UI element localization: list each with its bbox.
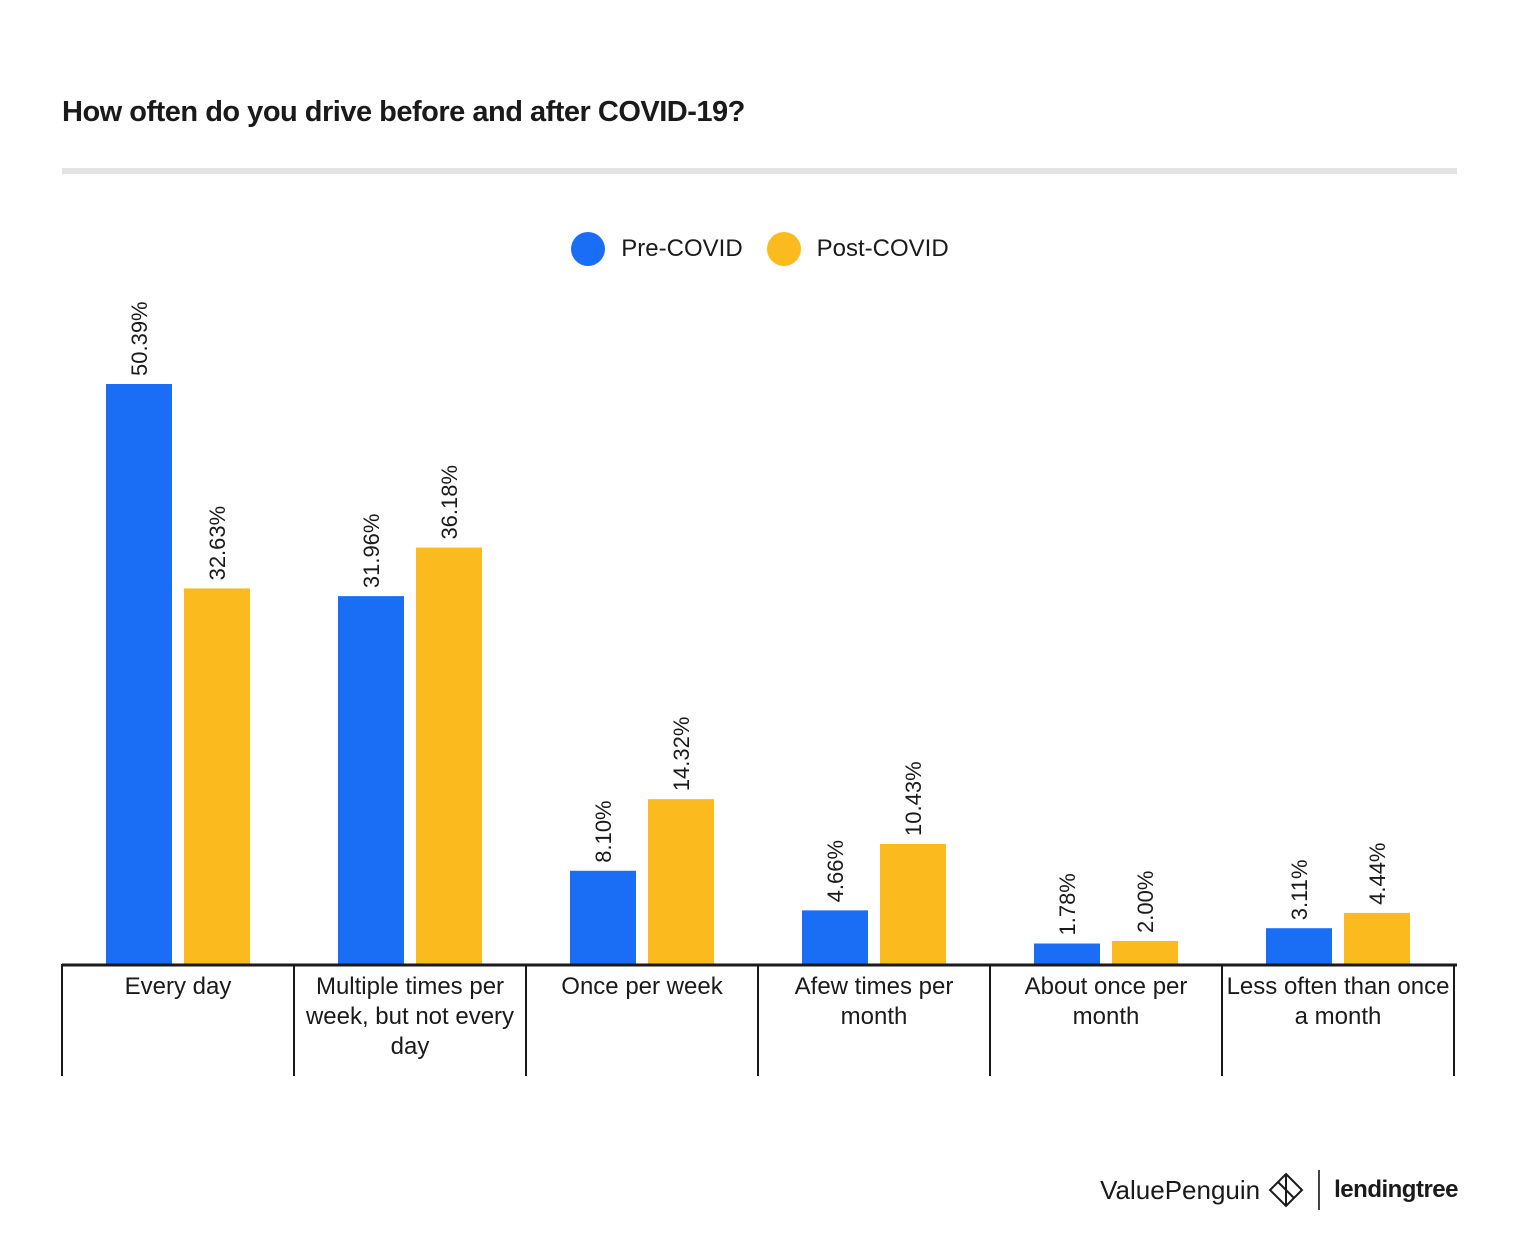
bar-pre-covid-2 [570, 870, 636, 964]
bar-post-covid-4 [1112, 940, 1178, 964]
data-label-pre-covid-2: 8.10% [591, 800, 616, 862]
footer-branding: ValuePenguin lendingtree [1100, 1170, 1458, 1210]
data-label-pre-covid-1: 31.96% [359, 514, 384, 589]
bar-pre-covid-5 [1266, 928, 1332, 964]
valuepenguin-logo: ValuePenguin [1100, 1174, 1261, 1205]
bar-pre-covid-3 [802, 910, 868, 964]
legend-label-post-covid: Post-COVID [816, 235, 949, 262]
data-label-post-covid-2: 14.32% [669, 717, 694, 792]
x-tick-label-2: Once per week [561, 973, 723, 1000]
legend: Pre-COVID Post-COVID [0, 232, 1520, 266]
data-label-post-covid-4: 2.00% [1133, 871, 1158, 933]
data-label-pre-covid-3: 4.66% [823, 840, 848, 902]
bar-post-covid-0 [184, 588, 250, 964]
data-label-post-covid-5: 4.44% [1365, 843, 1390, 905]
legend-label-pre-covid: Pre-COVID [621, 235, 743, 262]
legend-swatch-pre-covid [571, 232, 606, 266]
data-label-pre-covid-0: 50.39% [127, 301, 152, 376]
data-label-pre-covid-5: 3.11% [1287, 859, 1312, 920]
legend-swatch-post-covid [766, 232, 801, 266]
bar-post-covid-2 [648, 799, 714, 964]
lendingtree-logo: lendingtree [1334, 1176, 1458, 1203]
chart-title: How often do you drive before and after … [62, 96, 745, 128]
brand-divider [1318, 1170, 1321, 1210]
bar-pre-covid-4 [1034, 943, 1100, 964]
x-tick-label-0: Every day [124, 973, 232, 1000]
penguin-diamond-icon [1268, 1172, 1304, 1208]
bar-post-covid-3 [880, 843, 946, 964]
bar-pre-covid-0 [106, 384, 172, 964]
data-label-pre-covid-4: 1.78% [1055, 873, 1080, 935]
legend-item-post-covid: Post-COVID [766, 232, 949, 266]
data-label-post-covid-1: 36.18% [437, 465, 462, 540]
title-divider [62, 168, 1457, 174]
x-tick-label-4: About once per month [1024, 973, 1188, 1030]
bar-post-covid-5 [1344, 912, 1410, 964]
x-tick-label-1: Multiple times per week, but not every d… [305, 973, 515, 1060]
bar-post-covid-1 [416, 547, 482, 964]
data-label-post-covid-0: 32.63% [205, 506, 230, 581]
x-tick-label-5: Less often than once a month [1226, 973, 1450, 1030]
bar-pre-covid-1 [338, 596, 404, 964]
legend-item-pre-covid: Pre-COVID [571, 232, 743, 266]
data-label-post-covid-3: 10.43% [901, 761, 926, 836]
x-tick-label-3: Afew times per month [794, 973, 954, 1030]
